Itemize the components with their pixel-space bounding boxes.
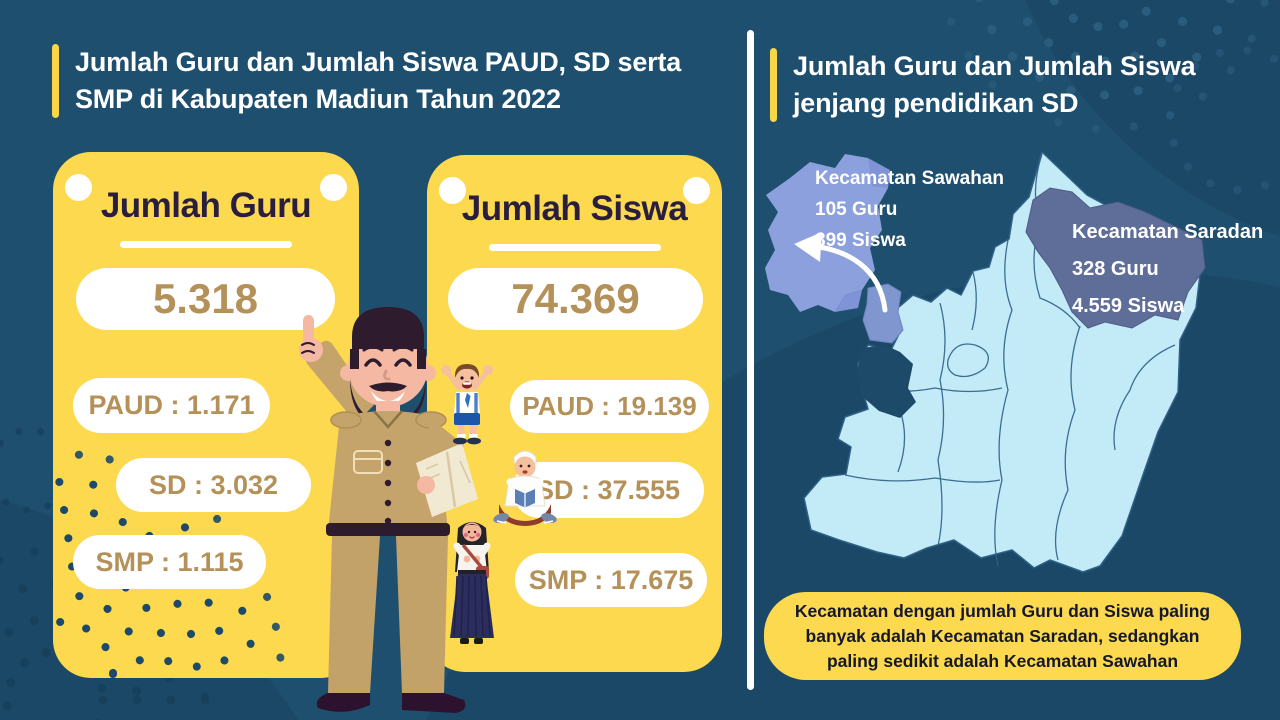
guru-card-title: Jumlah Guru <box>100 186 312 225</box>
title-underline <box>120 241 292 248</box>
card-pin-hole <box>320 174 347 201</box>
title-accent-bar <box>770 48 777 122</box>
madiun-district-map <box>765 151 1206 573</box>
section-divider <box>747 30 754 690</box>
schoolgirl-illustration <box>450 522 494 644</box>
guru-total-pill: 5.318 <box>76 268 335 330</box>
guru-paud-pill: PAUD : 1.171 <box>73 378 270 433</box>
right-title-line1: Jumlah Guru dan Jumlah Siswa <box>793 51 1196 81</box>
sawahan-label: Kecamatan Sawahan 105 Guru 899 Siswa <box>815 163 1004 256</box>
saradan-guru: 328 Guru <box>1072 258 1159 280</box>
card-pin-hole <box>439 177 466 204</box>
saradan-siswa: 4.559 Siswa <box>1072 295 1185 317</box>
siswa-card-title: Jumlah Siswa <box>461 189 688 228</box>
left-title-line1: Jumlah Guru dan Jumlah Siswa PAUD, SD se… <box>75 47 682 77</box>
note-line2: banyak adalah Kecamatan Saradan, sedangk… <box>805 625 1200 646</box>
sawahan-name: Kecamatan Sawahan <box>815 168 1005 189</box>
teacher-illustration <box>299 307 478 713</box>
left-title-text: Jumlah Guru dan Jumlah Siswa PAUD, SD se… <box>75 44 681 118</box>
right-title-text: Jumlah Guru dan Jumlah Siswa jenjang pen… <box>793 48 1196 122</box>
siswa-sd-pill: SD : 37.555 <box>512 462 704 518</box>
left-title-line2: SMP di Kabupaten Madiun Tahun 2022 <box>75 84 561 114</box>
right-title: Jumlah Guru dan Jumlah Siswa jenjang pen… <box>770 48 1196 122</box>
siswa-total-pill: 74.369 <box>448 268 703 330</box>
reading-boy-illustration <box>493 450 557 526</box>
title-underline <box>488 244 661 251</box>
note-line3: paling sedikit adalah Kecamatan Sawahan <box>826 650 1179 671</box>
guru-card: Jumlah Guru 5.318 PAUD : 1.171 SD : 3.03… <box>53 152 359 678</box>
left-title: Jumlah Guru dan Jumlah Siswa PAUD, SD se… <box>52 44 681 118</box>
siswa-paud-pill: PAUD : 19.139 <box>510 380 709 433</box>
right-title-line2: jenjang pendidikan SD <box>793 88 1079 118</box>
title-accent-bar <box>52 44 59 118</box>
siswa-smp-pill: SMP : 17.675 <box>515 553 707 607</box>
note-line1: Kecamatan dengan jumlah Guru dan Siswa p… <box>794 600 1211 621</box>
guru-smp-pill: SMP : 1.115 <box>73 535 266 589</box>
saradan-label: Kecamatan Saradan 328 Guru 4.559 Siswa <box>1072 214 1263 325</box>
cheering-boy-illustration <box>441 364 493 445</box>
sawahan-guru: 105 Guru <box>815 199 898 220</box>
conclusion-note: Kecamatan dengan jumlah Guru dan Siswa p… <box>764 592 1241 680</box>
card-pin-hole <box>683 177 710 204</box>
card-pin-hole <box>65 174 92 201</box>
saradan-name: Kecamatan Saradan <box>1072 221 1264 243</box>
sawahan-siswa: 899 Siswa <box>815 230 906 251</box>
